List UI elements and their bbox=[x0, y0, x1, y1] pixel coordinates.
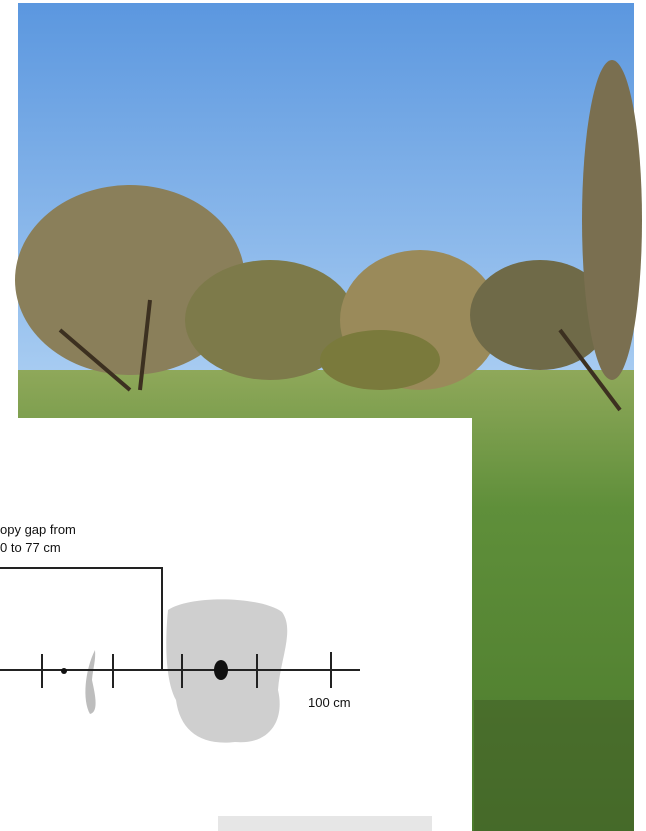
annotation: opy gap from bbox=[0, 522, 76, 537]
annotation: 0 to 77 cm bbox=[0, 540, 61, 555]
axis-label: 100 cm bbox=[308, 695, 351, 710]
page: opy gap from 0 to 77 cm 100 cm (() => { … bbox=[0, 0, 646, 831]
screenshot: opy gap from 0 to 77 cm 100 cm bbox=[0, 0, 646, 831]
diagram-panel: opy gap from 0 to 77 cm 100 cm bbox=[0, 418, 472, 831]
